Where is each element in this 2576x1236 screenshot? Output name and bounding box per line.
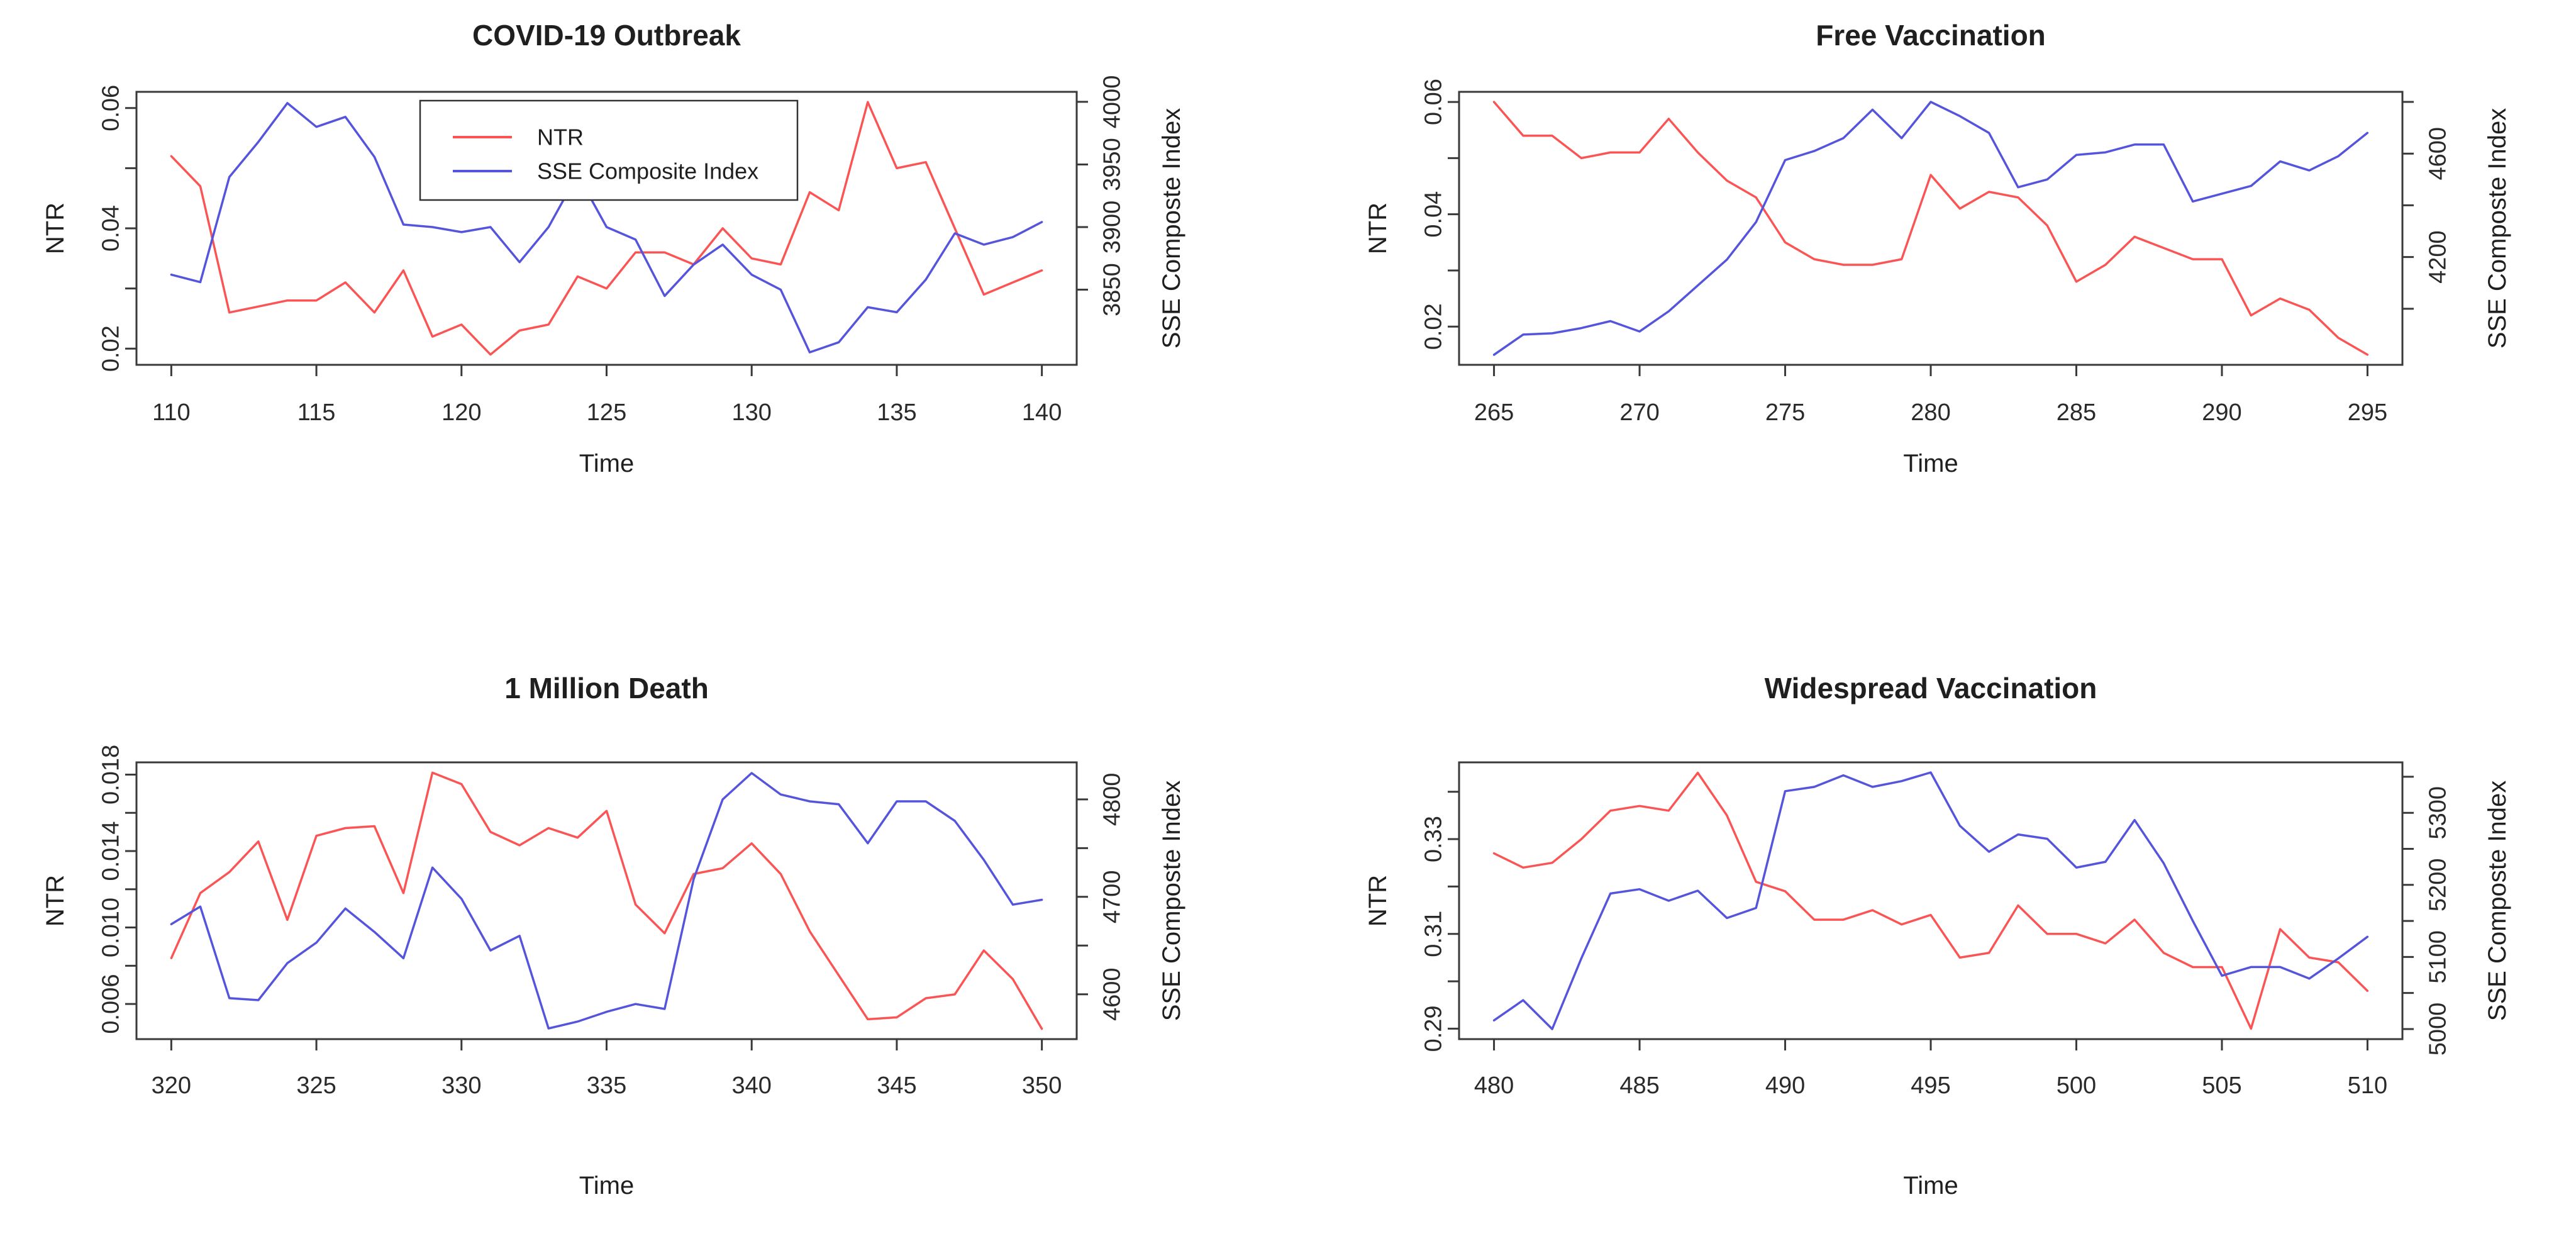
left-tick-label: 0.04 [97,205,124,252]
left-tick-label: 0.010 [97,898,124,957]
right-tick-label: 4700 [1099,871,1125,924]
x-tick-label: 490 [1765,1072,1805,1099]
x-axis-label: Time [1903,1172,1958,1200]
right-tick-label: 3950 [1099,138,1125,191]
ntr-line [1492,771,2369,1030]
x-tick-label: 280 [1911,399,1950,426]
sse-line [1492,101,2369,356]
panel-widespread-vaccination: Widespread Vaccination 480 485 490 495 500 505… [1288,616,2576,1233]
x-axis-label: Time [579,450,634,477]
left-axis-label: NTR [1364,875,1392,927]
left-tick-label: 0.018 [97,745,124,805]
x-tick-label: 285 [2057,399,2096,426]
x-tick-label: 135 [877,399,916,426]
x-tick-label: 130 [732,399,772,426]
left-tick-label: 0.33 [1420,816,1446,862]
x-tick-label: 500 [2057,1072,2096,1099]
ntr-line [170,771,1043,1030]
panel-free-vaccination: Free Vaccination 265 270 275 280 285 290 295 Tim… [1288,0,2576,616]
x-tick-label: 345 [877,1072,916,1099]
right-tick-label: 4000 [1099,75,1125,129]
x-tick-label: 320 [152,1072,191,1099]
x-tick-label: 265 [1474,399,1514,426]
left-tick-label: 0.014 [97,821,124,881]
x-tick-label: 115 [297,399,336,426]
sse-line [170,102,1043,354]
sse-line [170,772,1043,1030]
right-tick-label: 5100 [2424,930,2451,984]
right-tick-label: 5200 [2424,859,2451,912]
left-tick-label: 0.02 [1420,303,1446,350]
chart-title: Free Vaccination [1816,19,2046,52]
left-tick-label: 0.02 [97,325,124,372]
right-tick-label: 4600 [1099,967,1125,1021]
panel-one-million-death: 1 Million Death 320 325 330 335 340 345 350 Time… [0,616,1288,1233]
ntr-line [1492,101,2369,356]
right-tick-label: 4800 [1099,773,1125,827]
x-tick-label: 290 [2202,399,2241,426]
right-tick-label: 4600 [2424,127,2451,181]
x-tick-label: 510 [2348,1072,2387,1099]
chart-title: COVID-19 Outbreak [472,19,741,52]
x-tick-label: 295 [2348,399,2387,426]
right-tick-label: 5000 [2424,1003,2451,1056]
panel-covid-19-outbreak: COVID-19 Outbreak 110 115 120 125 130 135 140 Ti… [0,0,1288,616]
left-axis-label: NTR [42,203,69,254]
x-tick-label: 330 [441,1072,481,1099]
chart-widespread-vaccination: Widespread Vaccination 480 485 490 495 500 505… [1364,672,2511,1200]
chart-free-vaccination: Free Vaccination 265 270 275 280 285 290 295 Tim… [1364,19,2511,477]
left-axis-label: NTR [42,875,69,927]
right-axis-label: SSE Composte Index [1158,781,1185,1021]
x-tick-label: 505 [2202,1072,2241,1099]
x-tick-label: 275 [1765,399,1805,426]
left-tick-label: 0.06 [1420,79,1446,125]
left-tick-label: 0.29 [1420,1005,1446,1052]
left-tick-label: 0.06 [97,85,124,131]
chart-one-million-death: 1 Million Death 320 325 330 335 340 345 350 Time… [42,672,1185,1200]
legend-label-sse: SSE Composite Index [537,159,758,184]
x-tick-label: 340 [732,1072,772,1099]
right-tick-label: 4200 [2424,230,2451,284]
left-tick-label: 0.006 [97,974,124,1034]
x-tick-label: 335 [587,1072,626,1099]
x-tick-label: 495 [1911,1072,1950,1099]
ntr-line [170,101,1043,356]
x-axis-label: Time [579,1172,634,1200]
x-tick-label: 485 [1619,1072,1659,1099]
chart-covid-19-outbreak: COVID-19 Outbreak 110 115 120 125 130 135 140 Ti… [42,19,1185,477]
chart-title: Widespread Vaccination [1765,672,2097,704]
x-tick-label: 270 [1619,399,1659,426]
left-tick-label: 0.31 [1420,911,1446,957]
x-tick-label: 110 [152,399,191,426]
right-axis-label: SSE Composte Index [1158,108,1185,348]
x-axis-label: Time [1903,450,1958,477]
x-tick-label: 120 [441,399,481,426]
legend-box [419,99,799,201]
x-tick-label: 125 [587,399,626,426]
x-tick-label: 140 [1022,399,1062,426]
right-axis-label: SSE Composte Index [2484,781,2511,1021]
chart-title: 1 Million Death [504,672,709,704]
right-tick-label: 5300 [2424,786,2451,840]
left-tick-label: 0.04 [1420,191,1446,238]
right-tick-label: 3900 [1099,201,1125,254]
x-tick-label: 480 [1474,1072,1514,1099]
right-axis-label: SSE Composte Index [2484,108,2511,348]
sse-line [1492,771,2369,1030]
x-tick-label: 325 [296,1072,336,1099]
legend-label-ntr: NTR [537,125,584,150]
left-axis-label: NTR [1364,203,1392,254]
right-tick-label: 3850 [1099,263,1125,316]
x-tick-label: 350 [1022,1072,1062,1099]
